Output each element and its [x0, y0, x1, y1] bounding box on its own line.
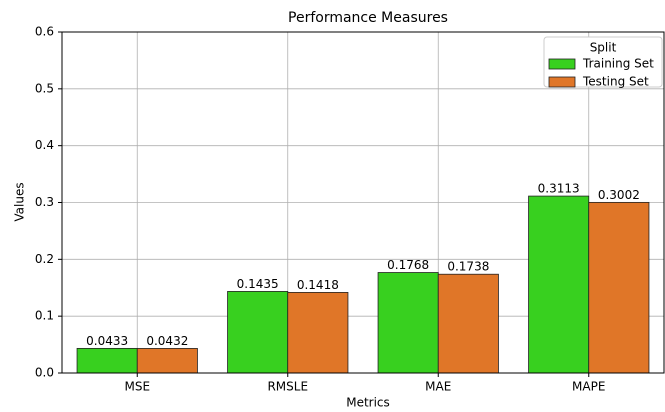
data-label: 0.1738 [447, 260, 489, 274]
y-tick-label: 0.1 [35, 309, 54, 323]
y-tick-label: 0.6 [35, 25, 54, 39]
y-tick-label: 0.2 [35, 252, 54, 266]
x-tick-label: MSE [124, 380, 150, 394]
legend-swatch [548, 58, 576, 70]
data-label: 0.0433 [86, 334, 128, 348]
bar [377, 272, 439, 374]
plot-frame [61, 31, 665, 374]
chart-title: Performance Measures [288, 10, 448, 26]
legend-title: Split [590, 41, 617, 55]
data-label: 0.1435 [237, 277, 279, 291]
bar [76, 347, 138, 374]
x-tick-label: MAPE [572, 380, 605, 394]
legend-label: Testing Set [582, 75, 649, 89]
bar [528, 195, 590, 374]
x-tick-label: RMSLE [267, 380, 308, 394]
data-label: 0.1768 [387, 258, 429, 272]
y-tick-label: 0.5 [35, 81, 54, 95]
data-label: 0.3002 [598, 188, 640, 202]
bar [588, 201, 650, 374]
bar [227, 291, 289, 374]
y-tick-label: 0.4 [35, 138, 54, 152]
data-label: 0.1418 [297, 278, 339, 292]
legend-label: Training Set [582, 57, 654, 71]
y-tick-label: 0.0 [35, 366, 54, 380]
legend-swatch [548, 76, 576, 88]
bar [287, 292, 349, 374]
data-label: 0.3113 [538, 182, 580, 196]
x-tick-label: MAE [425, 380, 451, 394]
y-axis-label: Values [13, 182, 27, 221]
y-tick-label: 0.3 [35, 195, 54, 209]
legend-box [543, 36, 663, 88]
data-label: 0.0432 [146, 334, 188, 348]
bar [136, 348, 198, 374]
bar [437, 273, 499, 374]
x-axis-label: Metrics [346, 396, 390, 410]
